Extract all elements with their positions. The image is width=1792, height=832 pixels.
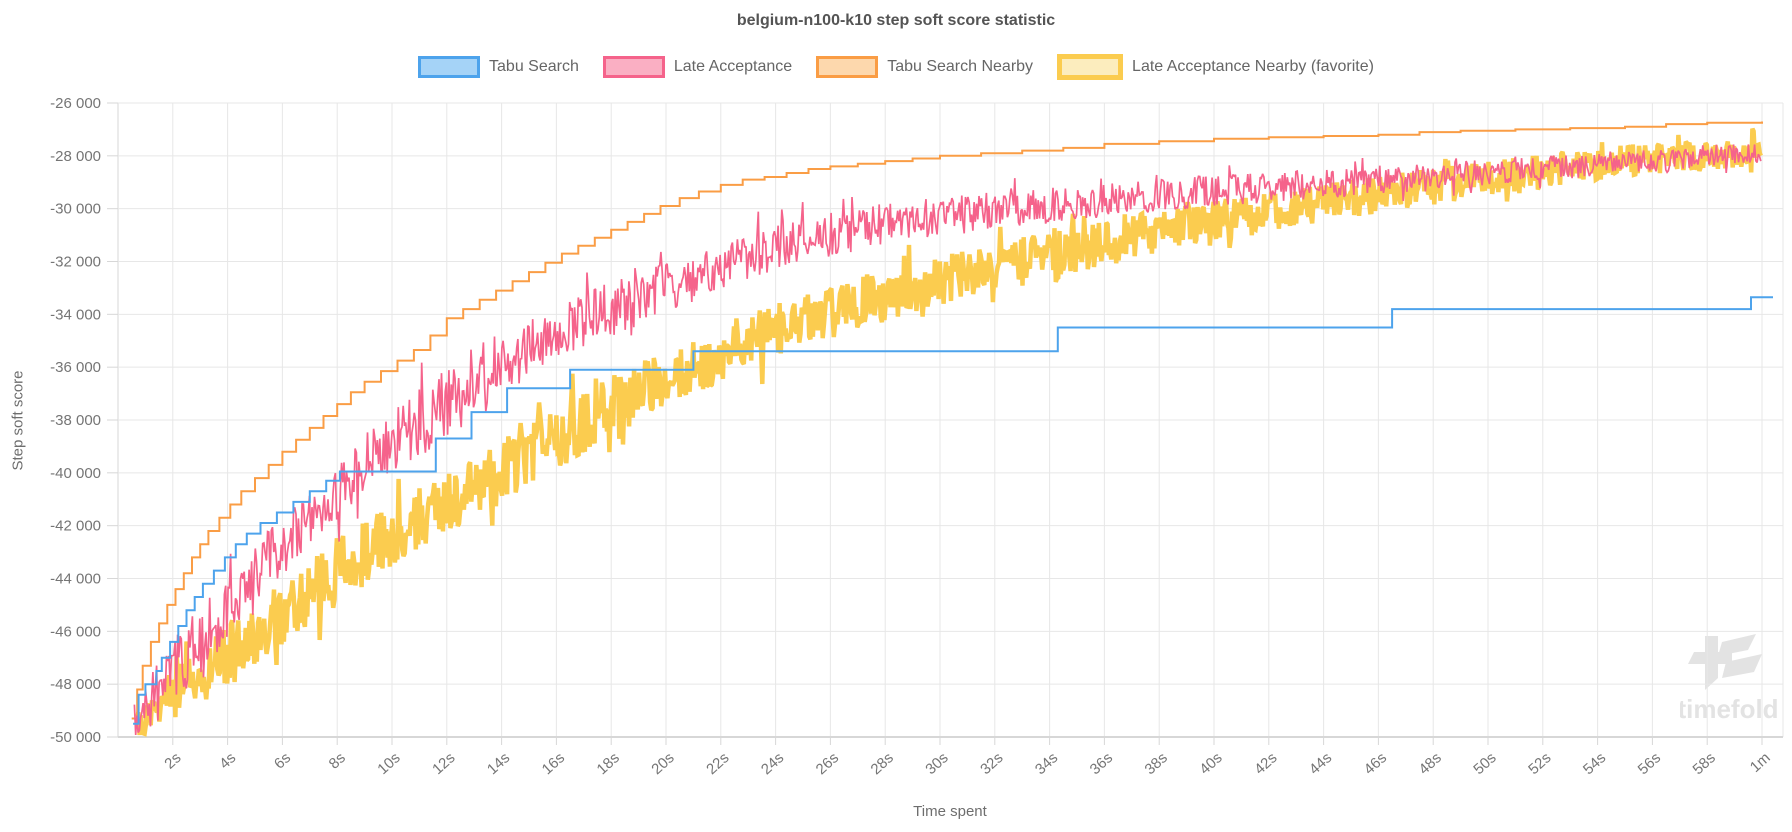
y-tick-label: -36 000 [50,359,101,376]
y-tick-label: -32 000 [50,254,101,271]
x-tick-label: 4s [216,749,239,772]
x-tick-label: 42s [1251,749,1280,778]
x-tick-label: 38s [1142,749,1171,778]
x-tick-label: 34s [1032,749,1061,778]
x-axis-title: Time spent [913,803,987,820]
x-tick-label: 50s [1470,749,1499,778]
y-tick-label: -30 000 [50,201,101,218]
gridlines [117,102,1784,738]
x-tick-label: 32s [977,749,1006,778]
x-tick-label: 48s [1416,749,1445,778]
y-tick-label: -42 000 [50,518,101,535]
axis-ticks: -26 000 -28 000 -30 000 -32 000 -34 000 -36 0… [50,95,1774,778]
legend-swatch [816,56,879,78]
y-tick-label: -46 000 [50,623,101,640]
x-tick-label: 28s [868,749,897,778]
series-line-tabu-search-nearby [131,121,1763,720]
x-tick-label: 52s [1525,749,1554,778]
y-tick-label: -48 000 [50,676,101,693]
x-tick-label: 8s [326,749,349,772]
y-tick-label: -26 000 [50,95,101,112]
y-tick-label: -38 000 [50,412,101,429]
chart-title: belgium-n100-k10 step soft score statist… [736,12,1056,29]
x-tick-label: 58s [1690,749,1719,778]
x-tick-label: 54s [1580,749,1609,778]
x-tick-label: 46s [1361,749,1390,778]
legend-label: Late Acceptance Nearby (favorite) [1132,58,1374,75]
x-tick-label: 30s [922,749,951,778]
y-tick-label: -40 000 [50,465,101,482]
series-group [131,121,1773,737]
legend-item-tabu-search[interactable]: Tabu Search [418,56,579,78]
x-tick-label: 36s [1087,749,1116,778]
x-tick-label: 24s [758,749,787,778]
x-tick-label: 2s [161,749,184,772]
y-tick-label: -34 000 [50,306,101,323]
y-axis-title: Step soft score [9,370,27,471]
legend-swatch [418,56,481,78]
x-tick-label: 10s [374,749,403,778]
legend-swatch [602,56,665,78]
x-tick-label: 20s [648,749,677,778]
series-line-tabu-search [133,296,1773,725]
x-tick-label: 18s [594,749,623,778]
series-line-late-acceptance [133,144,1762,736]
y-tick-label: -28 000 [50,148,101,165]
y-tick-label: -50 000 [50,729,101,746]
x-tick-label: 14s [484,749,513,778]
x-tick-label: 40s [1196,749,1225,778]
timefold-logo-icon [1688,634,1762,690]
legend-label: Tabu Search [489,58,579,75]
x-tick-label: 12s [429,749,458,778]
x-tick-label: 16s [539,749,568,778]
legend-label: Late Acceptance [673,58,793,75]
legend-swatch [1057,54,1124,80]
x-tick-label: 6s [271,749,294,772]
legend-item-late-acceptance[interactable]: Late Acceptance [602,56,793,78]
x-tick-label: 26s [813,749,842,778]
legend-item-late-acceptance-nearby-favorite[interactable]: Late Acceptance Nearby (favorite) [1057,54,1374,80]
y-tick-label: -44 000 [50,571,101,588]
series-line-late-acceptance-nearby-favorite [135,127,1764,737]
legend: Tabu Search Late Acceptance Tabu Search Ne… [0,54,1792,80]
legend-label: Tabu Search Nearby [887,58,1034,75]
x-tick-label: 22s [703,749,732,778]
x-tick-label: 1m [1747,749,1774,776]
x-tick-label: 56s [1635,749,1664,778]
x-tick-label: 44s [1306,749,1335,778]
legend-item-tabu-search-nearby[interactable]: Tabu Search Nearby [816,56,1033,78]
